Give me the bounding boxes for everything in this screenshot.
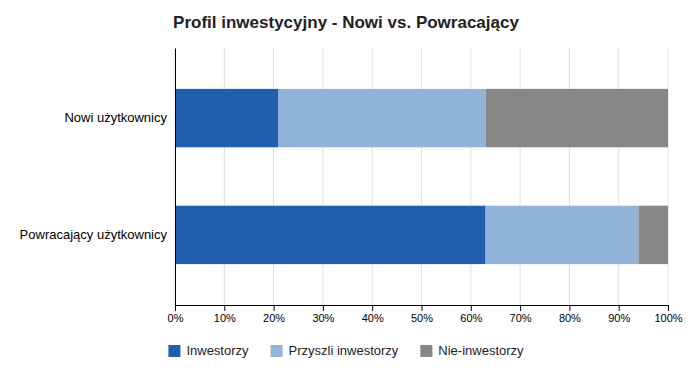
- grid-line: [421, 48, 422, 305]
- x-axis: 0% 10% 20% 30% 40% 50% 60% 70% 80% 90% 100%: [168, 305, 683, 324]
- x-tick-mark: [619, 305, 620, 311]
- bar: [175, 89, 279, 147]
- grid-line: [618, 48, 619, 305]
- legend-item: Przyszli inwestorzy: [271, 343, 399, 358]
- bar: [486, 206, 639, 264]
- x-tick-label: 80%: [559, 312, 581, 324]
- x-tick: 100%: [654, 305, 682, 324]
- bar: [279, 89, 486, 147]
- grid: [175, 48, 668, 305]
- y-tick-label: Nowi użytkownicy: [64, 110, 167, 125]
- legend-swatch: [420, 345, 432, 357]
- chart: Profil inwestycyjny - Nowi vs. Powracają…: [0, 0, 692, 385]
- x-tick: 50%: [411, 305, 433, 324]
- grid-line: [372, 48, 373, 305]
- x-tick-mark: [569, 305, 570, 311]
- x-tick: 40%: [362, 305, 384, 324]
- grid-line: [520, 48, 521, 305]
- y-tick-label: Powracający użytkownicy: [20, 227, 168, 242]
- bar: [486, 89, 668, 147]
- y-axis: Nowi użytkownicy Powracający użytkownicy: [20, 49, 176, 306]
- grid-line: [175, 48, 176, 305]
- y-tick: Nowi użytkownicy: [64, 110, 175, 125]
- x-tick: 0%: [168, 305, 184, 324]
- x-tick-mark: [668, 305, 669, 311]
- x-tick-label: 50%: [411, 312, 433, 324]
- x-tick: 80%: [559, 305, 581, 324]
- x-tick-mark: [175, 305, 176, 311]
- y-tick: Powracający użytkownicy: [20, 227, 175, 242]
- x-tick: 30%: [312, 305, 334, 324]
- x-tick-mark: [323, 305, 324, 311]
- x-tick-mark: [471, 305, 472, 311]
- title: Profil inwestycyjny - Nowi vs. Powracają…: [173, 13, 519, 32]
- plot: 0% 10% 20% 30% 40% 50% 60% 70% 80% 90% 100% Nowi uż…: [20, 48, 683, 324]
- x-tick-label: 30%: [312, 312, 334, 324]
- bars: [175, 89, 668, 264]
- grid-line: [569, 48, 570, 305]
- legend-swatch: [168, 345, 180, 357]
- legend-label: Inwestorzy: [186, 343, 249, 358]
- legend: Inwestorzy Przyszli inwestorzy Nie-inwesto…: [168, 343, 524, 358]
- x-tick: 70%: [510, 305, 532, 324]
- grid-line: [322, 48, 323, 305]
- x-tick-mark: [422, 305, 423, 311]
- grid-line: [470, 48, 471, 305]
- x-tick-label: 0%: [168, 312, 184, 324]
- x-tick: 90%: [608, 305, 630, 324]
- series: [175, 89, 486, 264]
- grid-line: [224, 48, 225, 305]
- x-tick: 20%: [263, 305, 285, 324]
- x-tick-label: 100%: [654, 312, 682, 324]
- grid-line: [668, 48, 669, 305]
- grid-line: [273, 48, 274, 305]
- legend-swatch: [271, 345, 283, 357]
- x-tick-mark: [372, 305, 373, 311]
- x-tick-label: 40%: [362, 312, 384, 324]
- legend-item: Nie-inwestorzy: [420, 343, 524, 358]
- legend-label: Przyszli inwestorzy: [289, 343, 399, 358]
- x-tick-label: 90%: [608, 312, 630, 324]
- x-tick: 10%: [214, 305, 236, 324]
- legend-label: Nie-inwestorzy: [438, 343, 524, 358]
- x-tick-mark: [274, 305, 275, 311]
- bar: [638, 206, 668, 264]
- legend-item: Inwestorzy: [168, 343, 249, 358]
- x-tick-mark: [224, 305, 225, 311]
- bar: [175, 206, 486, 264]
- series: [486, 89, 668, 264]
- x-tick-label: 60%: [460, 312, 482, 324]
- x-tick-label: 10%: [214, 312, 236, 324]
- x-tick: 60%: [460, 305, 482, 324]
- x-tick-mark: [520, 305, 521, 311]
- axis-line: [176, 306, 669, 312]
- x-tick-label: 20%: [263, 312, 285, 324]
- axis-line: [175, 49, 176, 306]
- x-tick-label: 70%: [510, 312, 532, 324]
